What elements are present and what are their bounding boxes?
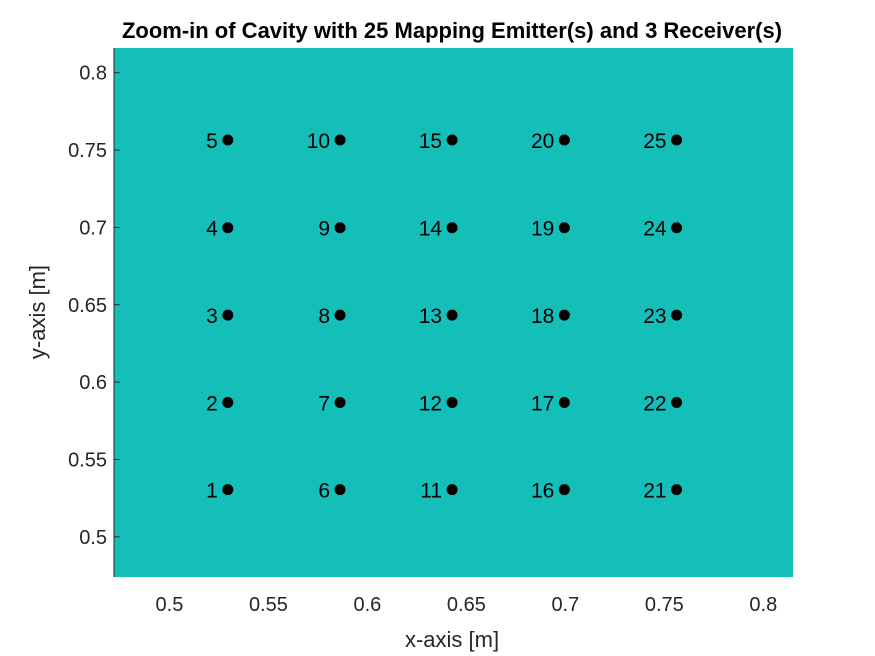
emitter-point-label: 6 [318, 480, 330, 503]
emitter-point-marker [671, 222, 683, 234]
emitter-point-marker [334, 222, 346, 234]
emitter-point-label: 17 [531, 393, 554, 416]
emitter-point-label: 20 [531, 130, 554, 153]
x-tick-label: 0.5 [156, 594, 184, 616]
emitter-point-label: 25 [643, 130, 666, 153]
y-tick-label: 0.6 [79, 372, 107, 394]
x-tick-label: 0.8 [749, 594, 777, 616]
y-tick-label: 0.7 [79, 217, 107, 239]
emitter-point-label: 10 [307, 130, 330, 153]
emitter-point-marker [222, 484, 234, 496]
emitter-point-label: 14 [419, 218, 443, 241]
emitter-point-marker [446, 222, 458, 234]
emitter-point-marker [671, 397, 683, 409]
emitter-point-marker [671, 134, 683, 146]
x-axis-label: x-axis [m] [405, 627, 499, 652]
emitter-point-marker [334, 134, 346, 146]
emitter-point-label: 5 [206, 130, 218, 153]
x-ticks: 0.5 0.55 0.6 0.65 0.7 0.75 0.8 [156, 594, 778, 616]
x-tick-label: 0.6 [353, 594, 381, 616]
x-tick-label: 0.65 [447, 594, 486, 616]
emitter-point-label: 18 [531, 305, 554, 328]
chart-title: Zoom-in of Cavity with 25 Mapping Emitte… [122, 18, 782, 43]
emitter-point-label: 1 [206, 480, 218, 503]
emitter-point-marker [334, 397, 346, 409]
emitter-point-label: 4 [206, 218, 218, 241]
emitter-point-label: 7 [318, 393, 330, 416]
emitter-point-label: 2 [206, 393, 218, 416]
emitter-point-marker [334, 484, 346, 496]
y-tick-label: 0.8 [79, 63, 107, 85]
emitter-point-marker [671, 484, 683, 496]
emitter-point-label: 11 [420, 480, 442, 503]
emitter-point-marker [222, 309, 234, 321]
emitter-point-marker [671, 309, 683, 321]
emitter-point-label: 21 [643, 480, 666, 503]
emitter-point-marker [558, 484, 570, 496]
emitter-point-marker [558, 309, 570, 321]
emitter-point-label: 23 [643, 305, 666, 328]
y-tick-label: 0.65 [68, 295, 107, 317]
y-tick-label: 0.75 [68, 140, 107, 162]
x-tick-label: 0.55 [249, 594, 288, 616]
emitter-point-marker [558, 222, 570, 234]
emitter-point-label: 22 [643, 393, 666, 416]
y-tick-label: 0.55 [68, 449, 107, 471]
emitter-point-label: 8 [318, 305, 330, 328]
data-points: 1234567891011121314151617181920212223242… [206, 130, 683, 503]
emitter-point-label: 15 [419, 130, 442, 153]
emitter-point-marker [222, 397, 234, 409]
y-tick-label: 0.5 [79, 527, 107, 549]
emitter-point-label: 3 [206, 305, 218, 328]
emitter-point-label: 12 [419, 393, 442, 416]
emitter-point-marker [446, 134, 458, 146]
emitter-point-marker [446, 484, 458, 496]
x-tick-label: 0.75 [645, 594, 684, 616]
emitter-point-marker [446, 309, 458, 321]
emitter-point-label: 16 [531, 480, 554, 503]
emitter-point-marker [558, 134, 570, 146]
y-ticks: 0.5 0.55 0.6 0.65 0.7 0.75 0.8 [68, 63, 120, 549]
emitter-point-marker [222, 134, 234, 146]
emitter-point-marker [334, 309, 346, 321]
emitter-point-label: 24 [643, 218, 667, 241]
emitter-point-label: 19 [531, 218, 554, 241]
emitter-point-marker [222, 222, 234, 234]
emitter-point-marker [446, 397, 458, 409]
y-axis-label: y-axis [m] [25, 265, 50, 359]
emitter-point-marker [558, 397, 570, 409]
emitter-point-label: 13 [419, 305, 442, 328]
emitter-point-label: 9 [318, 218, 330, 241]
x-tick-label: 0.7 [551, 594, 579, 616]
